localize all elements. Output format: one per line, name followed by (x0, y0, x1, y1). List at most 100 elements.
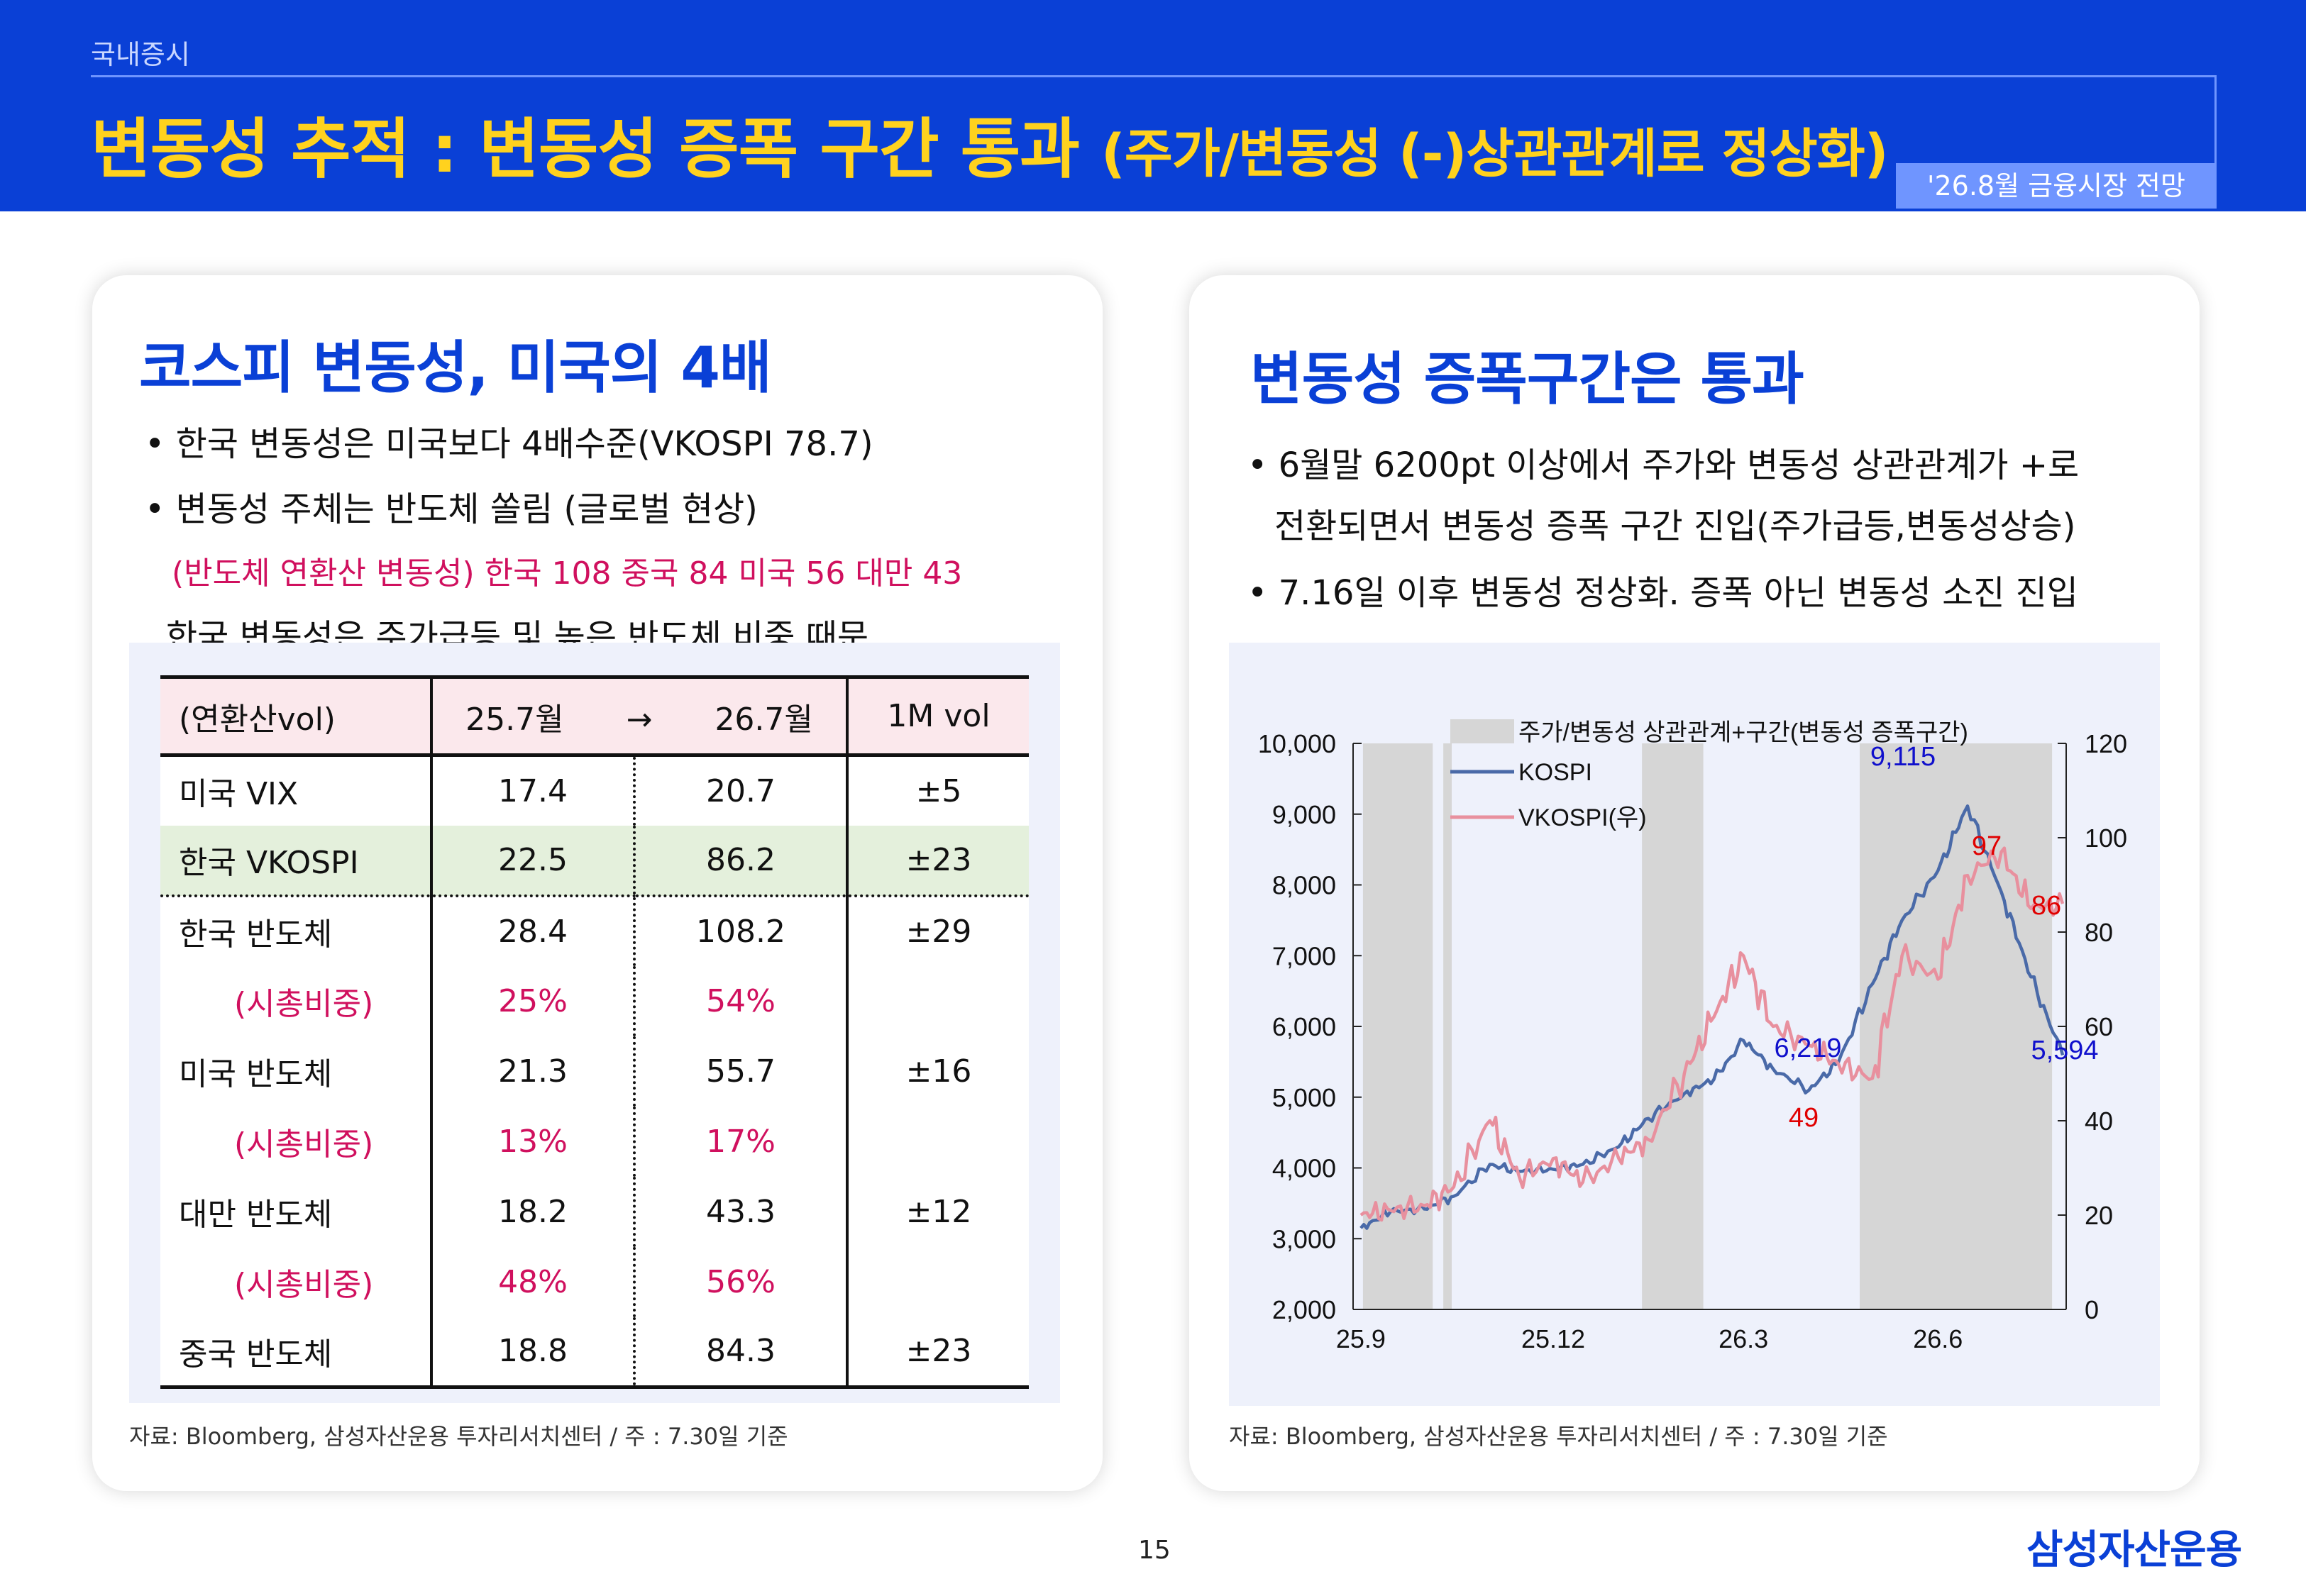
data-label: 49 (1789, 1103, 1819, 1133)
row-vol: ±29 (846, 895, 1029, 966)
row-label: (시총비중) (160, 965, 431, 1036)
row-vol (846, 965, 1029, 1036)
y-right-tick-label: 40 (2085, 1107, 2113, 1136)
page-title-main: 변동성 추적 : 변동성 증폭 구간 통과 (91, 111, 1080, 187)
legend-swatch-shaded (1450, 719, 1514, 743)
row-to: 84.3 (633, 1317, 847, 1389)
right-card-title: 변동성 증폭구간은 통과 (1250, 346, 1804, 412)
table-header-row: (연환산vol) 25.7월 → 26.7월 1M vol (160, 675, 1029, 757)
row-from: 13% (430, 1106, 634, 1177)
page-title: 변동성 추적 : 변동성 증폭 구간 통과 (주가/변동성 (-)상관관계로 정… (91, 96, 1889, 191)
header-rule-vertical (2214, 75, 2217, 163)
table-header-from: 25.7월 (465, 701, 564, 738)
row-label: 대만 반도체 (160, 1176, 431, 1247)
page-title-sub: (주가/변동성 (-)상관관계로 정상화) (1100, 123, 1889, 184)
right-bullet-2: • 7.16일 이후 변동성 정상화. 증폭 아닌 변동성 소진 진입 (1247, 573, 2078, 613)
row-to: 17% (633, 1106, 847, 1177)
row-vol (846, 1246, 1029, 1317)
y-right-tick-label: 80 (2085, 918, 2113, 947)
y-left-tick-label: 2,000 (1272, 1295, 1336, 1324)
row-from: 18.8 (430, 1317, 634, 1389)
data-label: 9,115 (1870, 742, 1936, 772)
shaded-period (1860, 743, 2053, 1309)
shaded-period (1642, 743, 1704, 1309)
left-note-pink: (반도체 연환산 변동성) 한국 108 중국 84 미국 56 대만 43 (172, 555, 963, 592)
row-to: 20.7 (633, 755, 847, 826)
left-bullet-1: • 한국 변동성은 미국보다 4배수준(VKOSPI 78.7) (145, 424, 873, 464)
left-bullet-2: • 변동성 주체는 반도체 쏠림 (글로벌 현상) (145, 489, 758, 529)
volatility-table-panel: (연환산vol) 25.7월 → 26.7월 1M vol 미국 VIX 17.… (129, 643, 1060, 1403)
y-right-tick-label: 120 (2085, 729, 2127, 758)
chart-svg: 2,000 3,000 4,000 5,000 6,000 7,000 8,000 9,000… (1258, 719, 2127, 1353)
table-row-share: (시총비중) 48% 56% (160, 1246, 1029, 1317)
row-label: 한국 반도체 (160, 895, 431, 966)
right-bullet-1: • 6월말 6200pt 이상에서 주가와 변동성 상관관계가 +로 (1247, 445, 2080, 485)
legend-label-kospi: KOSPI (1518, 759, 1592, 786)
x-tick-label: 25.9 (1336, 1324, 1386, 1353)
y-left-tick-label: 8,000 (1272, 871, 1336, 900)
row-label: (시총비중) (160, 1246, 431, 1317)
row-vol: ±16 (846, 1036, 1029, 1107)
legend-label-shaded: 주가/변동성 상관관계+구간(변동성 증폭구간) (1518, 719, 1968, 746)
x-tick-label: 26.3 (1719, 1324, 1768, 1353)
table-row-highlight: 한국 VKOSPI 22.5 86.2 ±23 (160, 825, 1029, 897)
row-label: (시총비중) (160, 1106, 431, 1177)
table-header-period: 25.7월 → 26.7월 (430, 675, 847, 757)
table-row: 미국 VIX 17.4 20.7 ±5 (160, 755, 1029, 826)
row-from: 18.2 (430, 1176, 634, 1247)
y-right-tick-label: 60 (2085, 1012, 2113, 1041)
x-tick-label: 25.12 (1521, 1324, 1585, 1353)
row-to: 108.2 (633, 895, 847, 966)
table-header-vol: 1M vol (846, 675, 1029, 757)
vkospi-line (1359, 846, 2065, 1222)
row-vol: ±23 (846, 825, 1029, 897)
table-row: 미국 반도체 21.3 55.7 ±16 (160, 1036, 1029, 1107)
y-left-tick-label: 4,000 (1272, 1154, 1336, 1183)
data-label: 97 (1972, 831, 2002, 861)
row-to: 56% (633, 1246, 847, 1317)
row-vol (846, 1106, 1029, 1177)
y-left-tick-label: 5,000 (1272, 1083, 1336, 1112)
arrow-right-icon: → (626, 701, 653, 738)
row-label: 미국 반도체 (160, 1036, 431, 1107)
y-left-tick-label: 6,000 (1272, 1012, 1336, 1041)
right-bullet-1-cont: 전환되면서 변동성 증폭 구간 진입(주가급등,변동성상승) (1274, 506, 2076, 546)
data-label: 86 (2031, 891, 2061, 921)
row-to: 43.3 (633, 1176, 847, 1247)
y-left-tick-label: 7,000 (1272, 941, 1336, 970)
shaded-period (1443, 743, 1452, 1309)
row-label: 한국 VKOSPI (160, 825, 431, 897)
table-row-share: (시총비중) 25% 54% (160, 965, 1029, 1036)
left-source: 자료: Bloomberg, 삼성자산운용 투자리서치센터 / 주 : 7.30… (129, 1423, 788, 1450)
row-from: 21.3 (430, 1036, 634, 1107)
row-from: 25% (430, 965, 634, 1036)
section-label: 국내증시 (91, 39, 190, 70)
volatility-table: (연환산vol) 25.7월 → 26.7월 1M vol 미국 VIX 17.… (160, 675, 1029, 1389)
right-source: 자료: Bloomberg, 삼성자산운용 투자리서치센터 / 주 : 7.30… (1229, 1423, 1888, 1450)
y-left-tick-label: 3,000 (1272, 1224, 1336, 1253)
x-tick-label: 26.6 (1913, 1324, 1963, 1353)
table-row: 중국 반도체 18.8 84.3 ±23 (160, 1317, 1029, 1389)
page-number: 15 (1138, 1536, 1171, 1565)
row-label: 중국 반도체 (160, 1317, 431, 1389)
table-row: 한국 반도체 28.4 108.2 ±29 (160, 895, 1029, 966)
table-row: 대만 반도체 18.2 43.3 ±12 (160, 1176, 1029, 1247)
row-from: 17.4 (430, 755, 634, 826)
row-vol: ±23 (846, 1317, 1029, 1389)
table-header-to: 26.7월 (715, 701, 813, 738)
kospi-vkospi-chart: 2,000 3,000 4,000 5,000 6,000 7,000 8,000 9,000… (1229, 643, 2160, 1406)
header-rule (91, 75, 2217, 77)
y-right-tick-label: 0 (2085, 1295, 2099, 1324)
row-label: 미국 VIX (160, 755, 431, 826)
right-card: 변동성 증폭구간은 통과 • 6월말 6200pt 이상에서 주가와 변동성 상… (1189, 275, 2200, 1491)
y-right-tick-label: 100 (2085, 824, 2127, 853)
left-card: 코스피 변동성, 미국의 4배 • 한국 변동성은 미국보다 4배수준(VKOS… (92, 275, 1103, 1491)
y-right-tick-label: 20 (2085, 1201, 2113, 1230)
header-banner: 국내증시 변동성 추적 : 변동성 증폭 구간 통과 (주가/변동성 (-)상관… (0, 0, 2306, 211)
report-badge: '26.8월 금융시장 전망 (1896, 163, 2217, 209)
data-label: 6,219 (1774, 1033, 1841, 1063)
row-to: 86.2 (633, 825, 847, 897)
table-header-label: (연환산vol) (160, 675, 431, 757)
legend-label-vkospi: VKOSPI(우) (1518, 804, 1647, 831)
data-label: 5,594 (2031, 1036, 2098, 1065)
